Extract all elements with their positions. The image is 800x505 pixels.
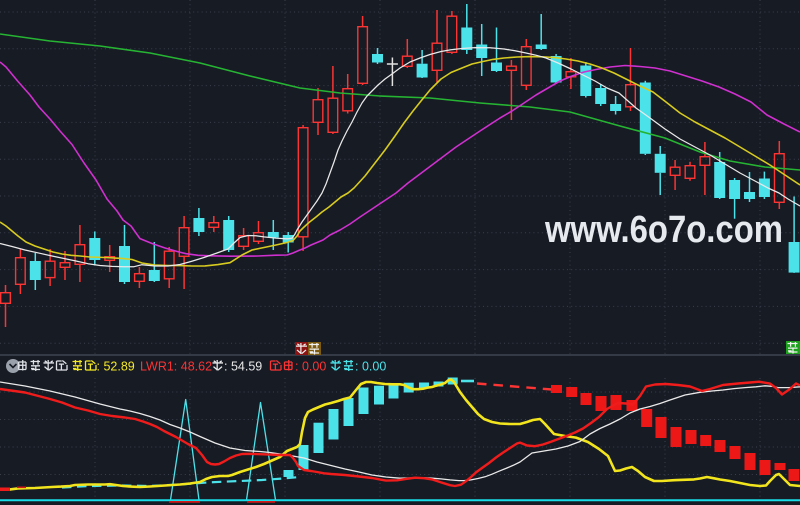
svg-text:LWR1: 48.62: LWR1: 48.62	[140, 360, 212, 374]
svg-text:: 54.59: : 54.59	[224, 360, 262, 374]
svg-text:: 0.00: : 0.00	[355, 360, 386, 374]
svg-text:: 0.00: : 0.00	[295, 360, 326, 374]
svg-text:: 52.89: : 52.89	[97, 360, 135, 374]
svg-text:www.6o7o.com: www.6o7o.com	[544, 209, 783, 251]
